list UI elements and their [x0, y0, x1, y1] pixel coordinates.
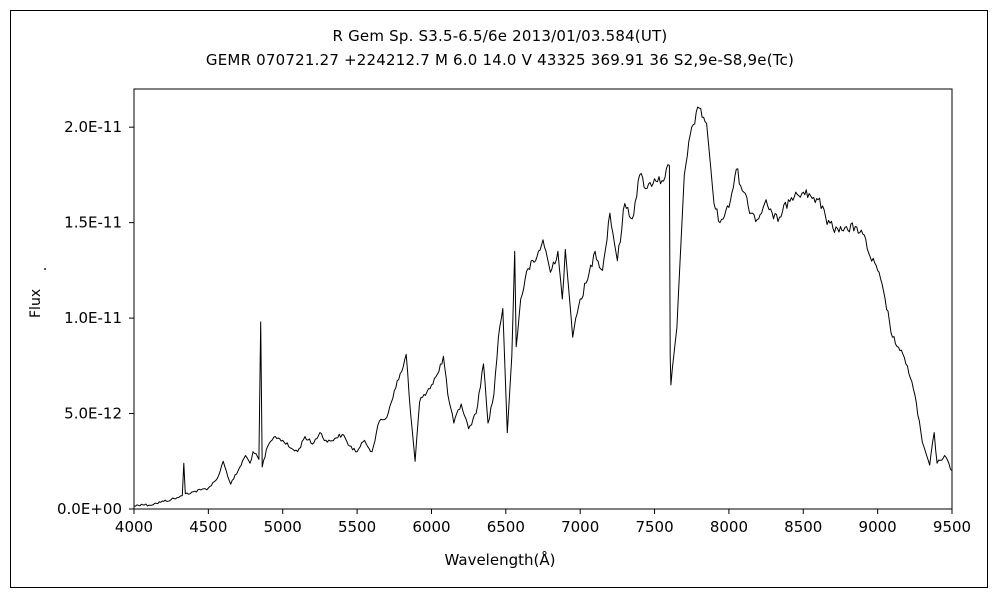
chart-subtitle: GEMR 070721.27 +224212.7 M 6.0 14.0 V 43…	[205, 51, 795, 69]
x-axis-ticks: 4000 4500 5000 5500 6000 6500 7000 7500 8000 8500…	[115, 509, 971, 536]
y-tick-label: 0.0E+00	[57, 500, 122, 518]
x-tick-label: 7500	[635, 518, 673, 536]
x-tick-label: 4000	[115, 518, 153, 536]
x-tick-label: 8000	[710, 518, 748, 536]
x-tick-label: 8500	[784, 518, 822, 536]
x-tick-label: 5000	[264, 518, 302, 536]
plot-area	[133, 88, 953, 510]
x-tick-label: 9500	[933, 518, 971, 536]
stray-dot	[44, 268, 46, 270]
x-tick-label: 7000	[561, 518, 599, 536]
y-tick-label: 1.0E-11	[64, 309, 122, 327]
x-tick-label: 6500	[487, 518, 525, 536]
series-layer	[134, 106, 953, 507]
y-tick-label: 5.0E-12	[64, 405, 122, 423]
x-axis-label: Wavelength(Å)	[444, 551, 556, 569]
y-tick-label: 1.5E-11	[64, 214, 122, 232]
chart-title: R Gem Sp. S3.5-6.5/6e 2013/01/03.584(UT)	[332, 27, 668, 45]
spectrum-line	[134, 106, 953, 507]
x-tick-label: 5500	[338, 518, 376, 536]
x-tick-label: 9000	[859, 518, 897, 536]
x-tick-label: 4500	[189, 518, 227, 536]
x-tick-label: 6000	[412, 518, 450, 536]
y-axis-ticks: 0.0E+00 5.0E-12 1.0E-11 1.5E-11 2.0E-11	[57, 118, 134, 518]
chart-frame	[10, 10, 988, 588]
y-tick-label: 2.0E-11	[64, 118, 122, 136]
